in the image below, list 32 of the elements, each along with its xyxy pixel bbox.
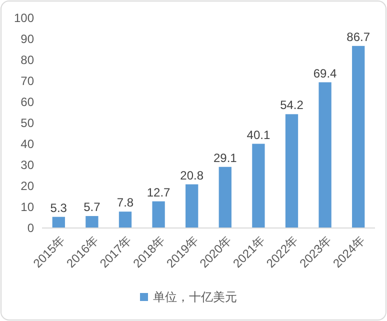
bar [218,166,232,228]
legend-label: 单位，十亿美元 [153,290,237,304]
data-label: 40.1 [246,128,270,142]
y-tick-label: 100 [14,11,34,26]
bar [152,201,165,228]
bar [318,82,332,228]
data-label: 86.7 [346,30,370,44]
y-tick-label: 30 [20,158,34,172]
data-label: 12.7 [146,185,171,200]
data-label: 29.1 [213,150,238,165]
y-tick-label: 20 [20,179,34,194]
bar [186,184,198,228]
y-tick-label: 80 [20,53,34,68]
bar [252,144,265,228]
y-tick-label: 10 [20,200,34,214]
y-tick-label: 90 [20,32,34,46]
bar [285,114,298,228]
data-label: 54.2 [280,98,304,112]
bar [352,46,365,228]
data-label: 69.4 [313,66,338,80]
y-tick-label: 50 [20,116,34,130]
bar [52,216,65,228]
data-label: 20.8 [180,168,204,182]
y-tick-label: 70 [20,74,34,88]
bar [118,212,132,228]
data-label: 5.7 [84,200,101,214]
y-tick-label: 40 [20,137,34,152]
data-label: 7.8 [116,196,134,210]
y-tick-label: 0 [27,221,34,236]
bar [86,216,98,228]
y-tick-label: 60 [20,95,34,110]
data-label: 5.3 [50,200,68,215]
